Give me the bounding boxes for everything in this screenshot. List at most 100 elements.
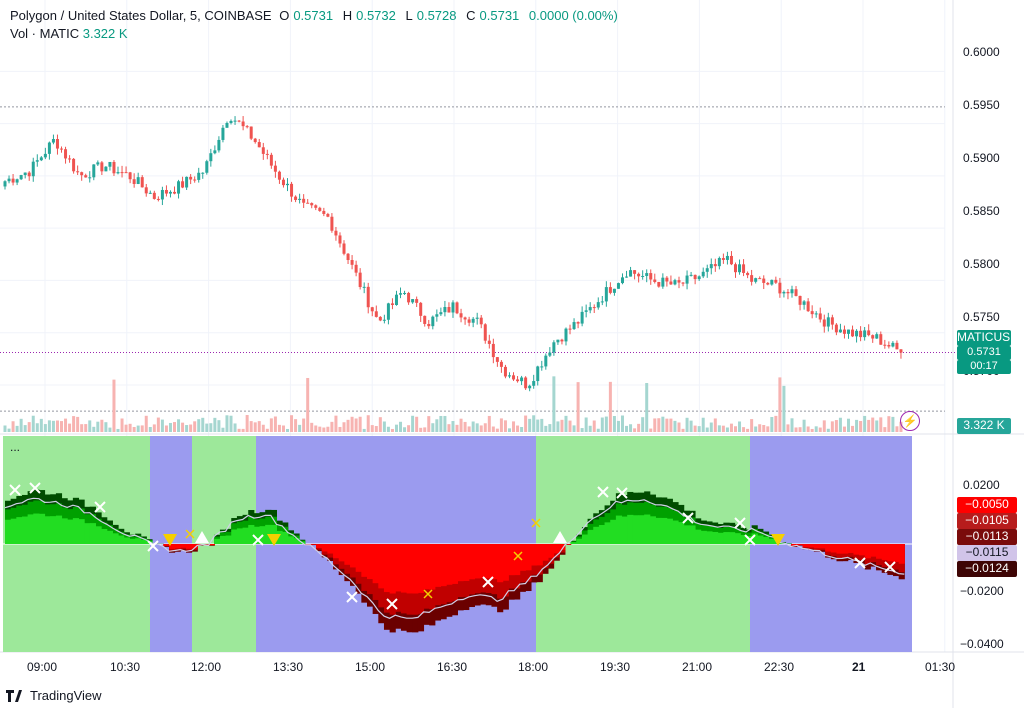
candle-body (290, 183, 294, 197)
candle-body (758, 278, 762, 280)
indicator-tick: −0.0400 (960, 637, 1004, 651)
countdown-value: 00:17 (970, 360, 998, 372)
candle-body (277, 171, 281, 180)
candle-body (584, 310, 588, 312)
volume-bar (552, 376, 556, 432)
volume-bar (3, 425, 7, 432)
candle-body (620, 277, 624, 284)
volume-bar (512, 421, 516, 432)
indicator-tag: −0.0113 (957, 529, 1017, 545)
candle-body (576, 322, 580, 324)
histogram-area (853, 544, 860, 555)
candle-body (516, 379, 520, 382)
candle-body (322, 210, 326, 214)
histogram-area (5, 519, 12, 544)
volume-bar (770, 417, 774, 432)
cross-marker (252, 534, 264, 546)
volume-bar (281, 425, 285, 432)
candle-body (390, 303, 394, 305)
histogram-area (700, 530, 707, 544)
histogram-area (570, 542, 577, 544)
volume-bar (390, 428, 394, 432)
candle-body (834, 324, 838, 333)
volume-bar (310, 422, 314, 432)
histogram-area (242, 527, 249, 544)
volume-bar (507, 428, 511, 432)
yellow-cross-marker (531, 518, 541, 528)
volume-bar (701, 417, 705, 432)
histogram-area (559, 544, 566, 551)
candle-body (798, 295, 802, 305)
volume-bar (386, 426, 390, 432)
candle-body (237, 120, 241, 122)
histogram-area (791, 544, 798, 546)
volume-bar (762, 425, 766, 432)
volume-bar (750, 419, 754, 432)
brand-logo[interactable]: TradingView (6, 688, 102, 703)
time-tick: 12:00 (191, 660, 222, 674)
histogram-area (796, 544, 804, 545)
histogram-area (310, 544, 317, 545)
volume-bar (439, 415, 443, 432)
candle-body (689, 274, 693, 276)
volume-bar (181, 422, 185, 432)
volume-bar (891, 416, 895, 432)
histogram-area (717, 532, 724, 544)
volume-bar (370, 425, 374, 432)
volume-bar (629, 424, 633, 432)
histogram-area (762, 537, 770, 544)
volume-bar (560, 419, 564, 432)
volume-bar (112, 379, 116, 432)
volume-bar (84, 424, 88, 432)
histogram-area (333, 544, 340, 559)
volume-bar (709, 422, 713, 432)
histogram-area (468, 544, 475, 580)
histogram-area (350, 544, 357, 568)
close-label: C (466, 8, 476, 23)
volume-bar (407, 425, 411, 432)
candle-body (463, 317, 467, 320)
candle-body (185, 176, 189, 188)
lightning-icon[interactable]: ⚡ (900, 411, 920, 431)
candle-body (564, 328, 568, 342)
candle-body (160, 189, 164, 200)
price-tick: 0.5850 (963, 204, 1000, 218)
volume-bar (790, 418, 794, 432)
volume-bar (830, 421, 834, 432)
volume-bar (600, 417, 604, 432)
candle-body (588, 307, 592, 311)
cross-marker (482, 576, 494, 588)
volume-bar (451, 421, 455, 432)
candle-body (871, 335, 875, 339)
volume-bar (318, 426, 322, 432)
volume-bar (290, 415, 294, 432)
histogram-area (129, 538, 136, 544)
volume-bar (463, 421, 467, 432)
candle-body (310, 203, 314, 206)
volume-bar (818, 427, 822, 432)
candle-body (790, 289, 794, 294)
volume-bar (338, 426, 342, 432)
candle-body (774, 279, 778, 283)
volume-bar (572, 425, 576, 432)
histogram-area (655, 517, 662, 544)
histogram-area (508, 544, 515, 576)
volume-bar (245, 415, 249, 432)
volume-bar (528, 418, 532, 432)
histogram-area (383, 544, 391, 593)
volume-bar (604, 416, 608, 432)
histogram-area (434, 544, 442, 587)
indicator-tag: −0.0105 (957, 513, 1017, 529)
volume-bar (76, 416, 80, 432)
candle-body (72, 158, 76, 172)
indicator-menu[interactable]: ... (10, 440, 21, 454)
volume-bar (19, 418, 23, 432)
candle-body (507, 375, 511, 377)
volume-bar (378, 417, 382, 432)
volume-bar (374, 426, 378, 432)
histogram-area (282, 531, 289, 544)
candle-body (233, 120, 237, 122)
candle-body (814, 313, 818, 315)
candle-body (826, 317, 830, 327)
